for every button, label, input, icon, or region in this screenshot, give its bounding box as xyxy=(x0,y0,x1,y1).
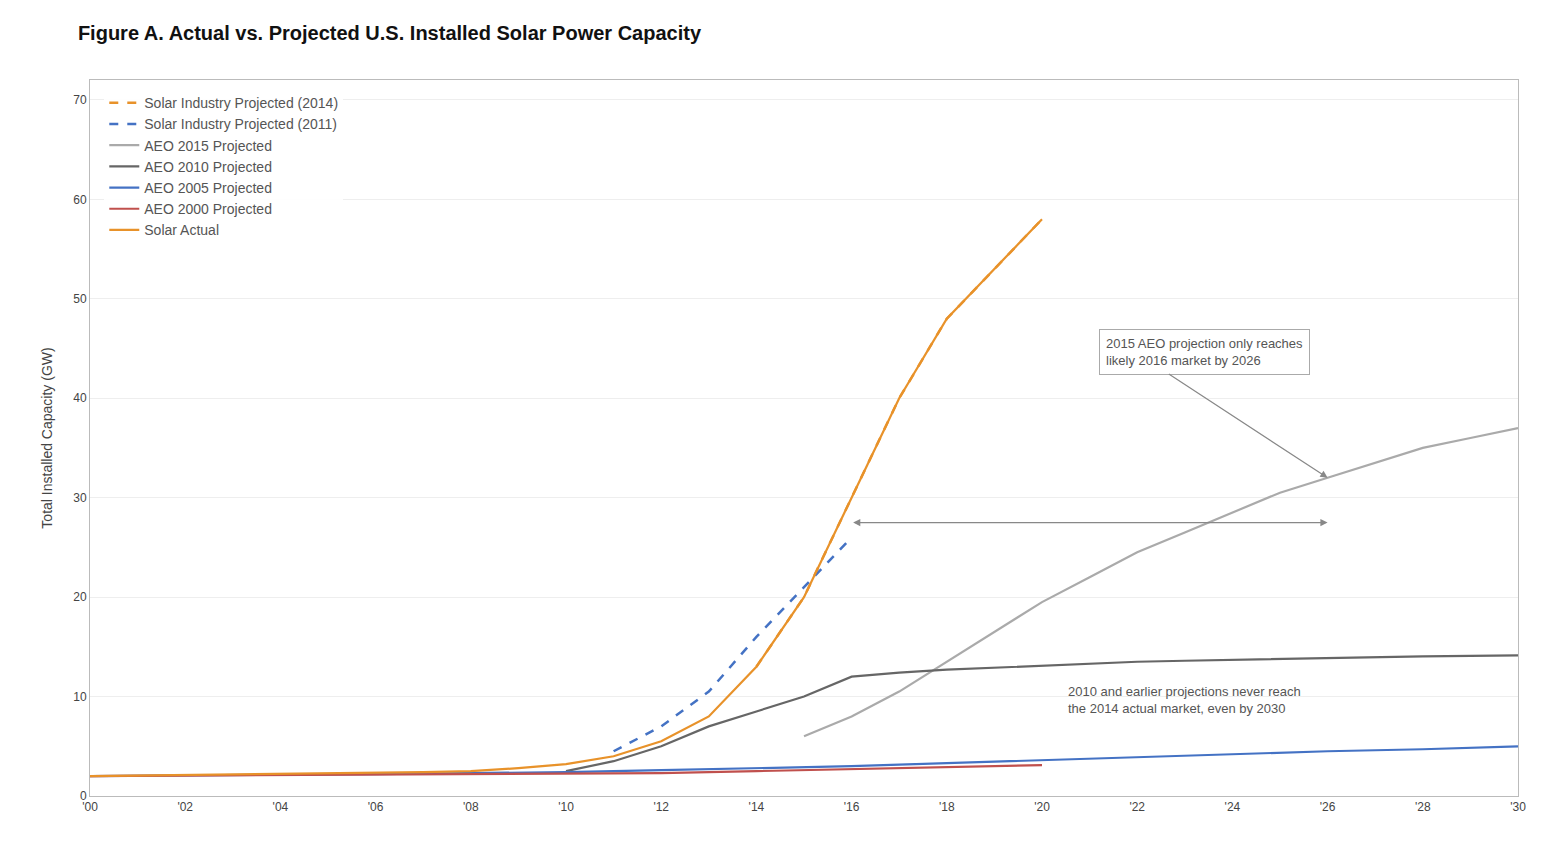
svg-text:0: 0 xyxy=(80,789,87,803)
svg-text:'18: '18 xyxy=(939,800,955,814)
svg-text:10: 10 xyxy=(73,690,87,704)
svg-text:'06: '06 xyxy=(368,800,384,814)
svg-text:'16: '16 xyxy=(844,800,860,814)
svg-text:50: 50 xyxy=(73,292,87,306)
svg-text:'00: '00 xyxy=(82,800,98,814)
svg-text:'02: '02 xyxy=(177,800,193,814)
svg-text:30: 30 xyxy=(73,491,87,505)
svg-text:AEO 2010 Projected: AEO 2010 Projected xyxy=(144,159,272,175)
svg-text:Figure A. Actual vs. Projected: Figure A. Actual vs. Projected U.S. Inst… xyxy=(78,22,702,44)
svg-text:2010 and earlier projections n: 2010 and earlier projections never reach… xyxy=(1068,684,1301,716)
svg-text:'12: '12 xyxy=(653,800,669,814)
svg-text:2015 AEO projection only reach: 2015 AEO projection only reacheslikely 2… xyxy=(1106,336,1303,368)
svg-text:20: 20 xyxy=(73,590,87,604)
svg-text:'28: '28 xyxy=(1415,800,1431,814)
svg-text:'26: '26 xyxy=(1320,800,1336,814)
svg-text:70: 70 xyxy=(73,93,87,107)
svg-text:AEO 2015 Projected: AEO 2015 Projected xyxy=(144,138,272,154)
svg-text:'10: '10 xyxy=(558,800,574,814)
svg-text:'08: '08 xyxy=(463,800,479,814)
svg-text:'24: '24 xyxy=(1225,800,1241,814)
svg-text:Solar Industry Projected (2011: Solar Industry Projected (2011) xyxy=(144,116,337,132)
svg-text:AEO 2005 Projected: AEO 2005 Projected xyxy=(144,180,272,196)
svg-text:Solar Industry Projected (2014: Solar Industry Projected (2014) xyxy=(144,95,338,111)
svg-text:Solar Actual: Solar Actual xyxy=(144,222,219,238)
svg-text:AEO 2000 Projected: AEO 2000 Projected xyxy=(144,201,272,217)
svg-text:40: 40 xyxy=(73,391,87,405)
svg-text:60: 60 xyxy=(73,193,87,207)
svg-text:'14: '14 xyxy=(749,800,765,814)
svg-text:Total Installed Capacity (GW): Total Installed Capacity (GW) xyxy=(39,347,55,528)
svg-text:'30: '30 xyxy=(1510,800,1526,814)
svg-text:'22: '22 xyxy=(1129,800,1145,814)
svg-text:'04: '04 xyxy=(273,800,289,814)
svg-text:'20: '20 xyxy=(1034,800,1050,814)
